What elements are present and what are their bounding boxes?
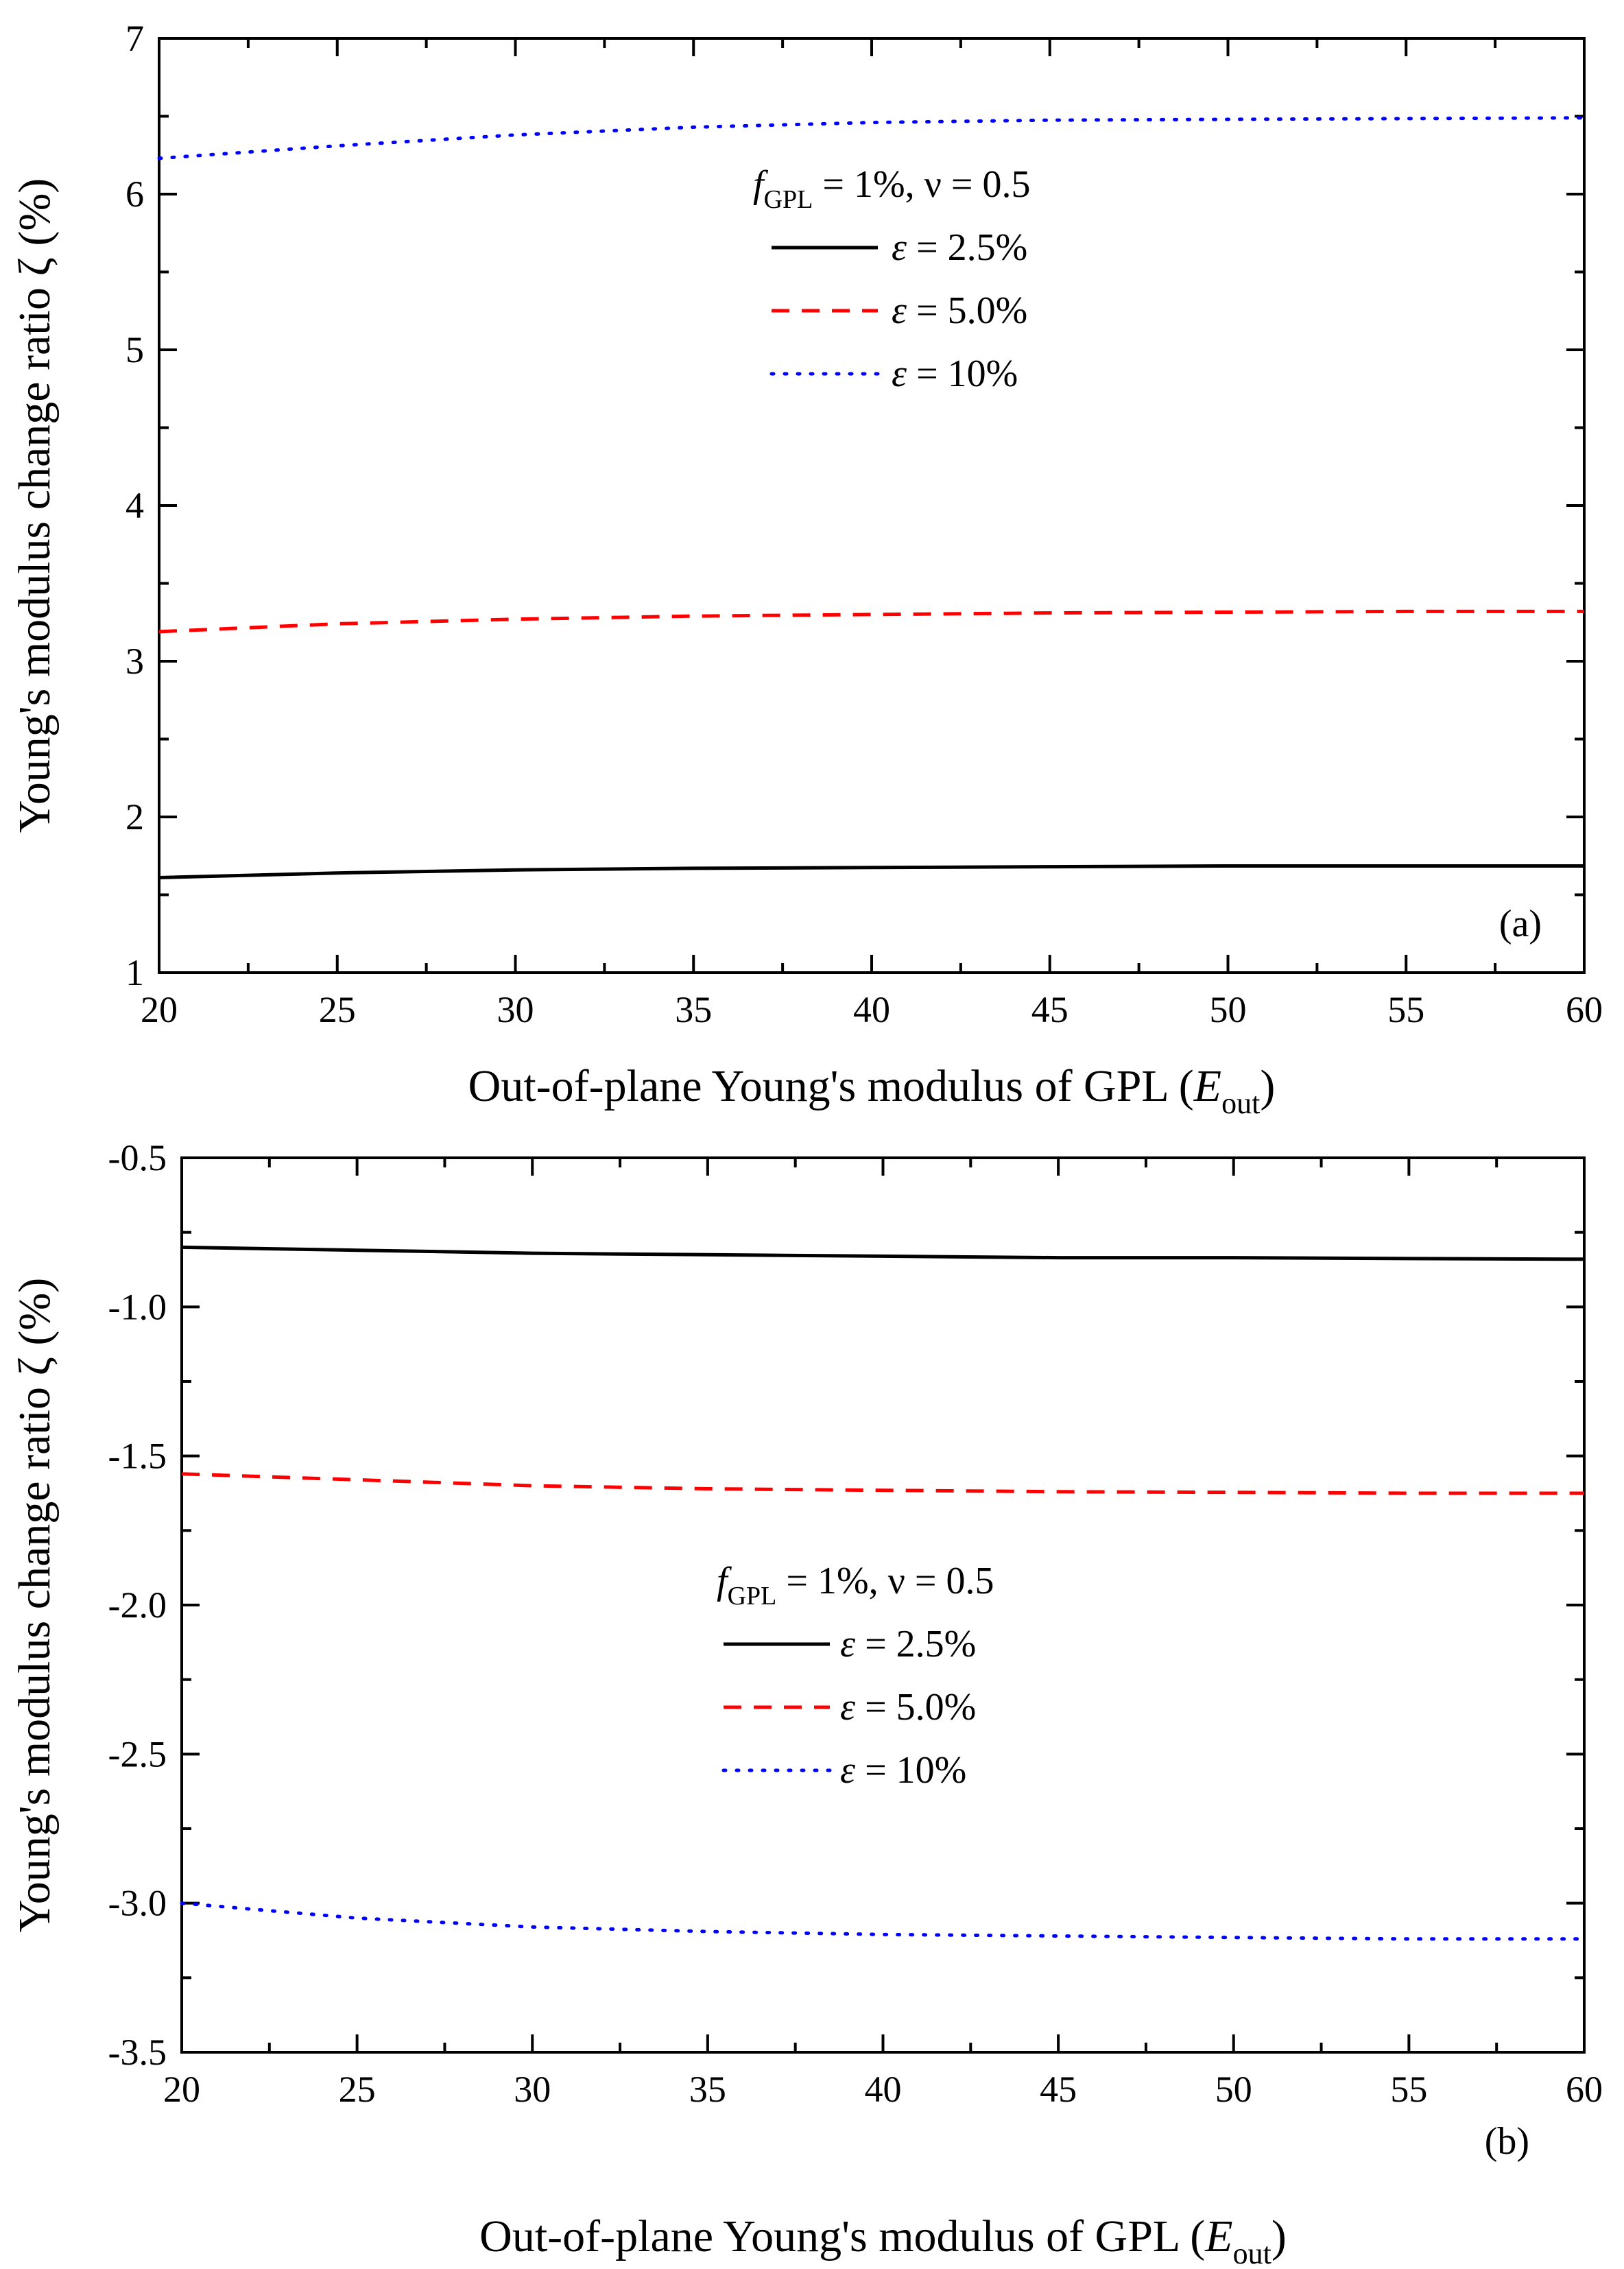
x-tick-label: 45 bbox=[1040, 2069, 1077, 2110]
x-tick-label: 20 bbox=[163, 2069, 200, 2110]
y-tick-label: -2.5 bbox=[108, 1733, 167, 1774]
y-tick-label: 3 bbox=[126, 641, 144, 682]
x-tick-label: 30 bbox=[514, 2069, 551, 2110]
chart-panel-b: 20 25 30 35 40 45 50 55 60 -3.5 -3.0 -2.5 -2.0 -1.5 -1… bbox=[10, 1137, 1603, 2269]
legend: fGPL = 1%, ν = 0.5 ε = 2.5% ε = 5.0% ε = 10… bbox=[753, 163, 1031, 395]
series-line-2 bbox=[158, 609, 1584, 634]
series-line-3 bbox=[180, 1901, 1586, 1941]
y-tick-label: -2.0 bbox=[108, 1584, 167, 1626]
plot-frame bbox=[180, 1156, 1586, 2054]
legend-label-3: ε = 10% bbox=[840, 1749, 966, 1792]
x-tick-label: 30 bbox=[497, 989, 534, 1030]
y-tick-label: 1 bbox=[126, 952, 144, 993]
series-line-2 bbox=[181, 1472, 1584, 1495]
x-tick-label: 55 bbox=[1387, 989, 1424, 1030]
x-tick-label: 20 bbox=[141, 989, 178, 1030]
x-tick-label: 60 bbox=[1566, 989, 1603, 1030]
x-tick-label: 50 bbox=[1210, 989, 1247, 1030]
x-tick-label: 35 bbox=[675, 989, 712, 1030]
x-tick-label: 40 bbox=[853, 989, 890, 1030]
legend-label-3: ε = 10% bbox=[892, 353, 1018, 395]
y-axis-title: Young's modulus change ratio ζ (%) bbox=[10, 178, 60, 833]
y-tick-label: -1.5 bbox=[108, 1436, 167, 1477]
y-tick-label: -3.0 bbox=[108, 1883, 167, 1924]
y-axis-title: Young's modulus change ratio ζ (%) bbox=[10, 1278, 60, 1933]
y-tick-label: -0.5 bbox=[108, 1137, 167, 1178]
y-tick-label: 7 bbox=[126, 18, 144, 59]
x-axis-title: Out-of-plane Young's modulus of GPL (Eou… bbox=[479, 2211, 1287, 2269]
panel-label: (b) bbox=[1485, 2120, 1529, 2163]
x-tick-label: 45 bbox=[1031, 989, 1068, 1030]
legend-label-1: ε = 2.5% bbox=[840, 1623, 976, 1665]
y-tick-label: -1.0 bbox=[108, 1286, 167, 1327]
y-tick-label: -3.5 bbox=[108, 2032, 167, 2073]
legend-label-2: ε = 5.0% bbox=[840, 1686, 976, 1729]
series-line-1 bbox=[158, 864, 1584, 879]
y-tick-label: 6 bbox=[126, 174, 144, 215]
y-tick-label: 4 bbox=[126, 485, 144, 526]
x-tick-label: 40 bbox=[865, 2069, 902, 2110]
series-line-1 bbox=[181, 1245, 1585, 1261]
y-tick-label: 2 bbox=[126, 796, 144, 837]
x-tick-label: 50 bbox=[1215, 2069, 1252, 2110]
x-tick-label: 35 bbox=[689, 2069, 726, 2110]
panel-label: (a) bbox=[1499, 903, 1542, 945]
legend-label-1: ε = 2.5% bbox=[892, 226, 1027, 269]
y-tick-label: 5 bbox=[126, 329, 144, 370]
legend-title: fGPL = 1%, ν = 0.5 bbox=[753, 163, 1031, 214]
legend: fGPL = 1%, ν = 0.5 ε = 2.5% ε = 5.0% ε = 10… bbox=[717, 1560, 994, 1792]
x-axis-title: Out-of-plane Young's modulus of GPL (Eou… bbox=[468, 1061, 1276, 1120]
legend-label-2: ε = 5.0% bbox=[892, 289, 1027, 332]
x-tick-label: 55 bbox=[1390, 2069, 1427, 2110]
x-tick-label: 25 bbox=[319, 989, 356, 1030]
x-tick-label: 60 bbox=[1566, 2069, 1603, 2110]
legend-title: fGPL = 1%, ν = 0.5 bbox=[717, 1560, 994, 1611]
series-line-3 bbox=[157, 116, 1586, 161]
x-tick-label: 25 bbox=[339, 2069, 376, 2110]
